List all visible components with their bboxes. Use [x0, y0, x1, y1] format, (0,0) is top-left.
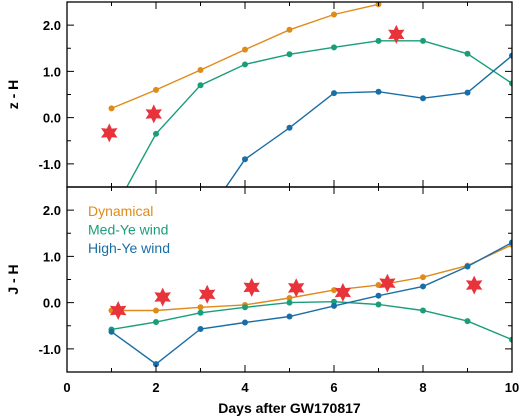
y-tick-label: 0.0 — [43, 296, 61, 311]
series-point-0-1 — [153, 307, 159, 314]
plot-area — [101, 2, 512, 227]
legend-entry-dynamical: Dynamical — [88, 203, 153, 219]
series-point-0-1 — [153, 86, 159, 93]
series-point-1-5 — [331, 44, 337, 51]
series-point-2-3 — [331, 90, 337, 97]
observation-star-0 — [101, 123, 118, 143]
series-point-2-3 — [242, 319, 248, 326]
series-point-1-4 — [286, 299, 293, 306]
series-line-0 — [111, 244, 512, 312]
legend: Dynamical Med-Ye wind High-Ye wind — [88, 203, 170, 256]
series-point-1-1 — [153, 130, 159, 137]
series-point-1-7 — [420, 307, 426, 314]
bottom-y-axis-label: J - H — [5, 264, 21, 294]
series-point-2-7 — [509, 52, 512, 59]
series-point-1-2 — [197, 309, 204, 316]
series-point-2-6 — [375, 292, 382, 299]
series-point-1-4 — [286, 51, 293, 58]
series-point-0-7 — [420, 274, 426, 281]
observation-star-7 — [465, 275, 483, 295]
plot-area — [108, 239, 512, 368]
series-point-1-2 — [197, 82, 204, 89]
series-point-1-6 — [375, 37, 382, 44]
observation-star-3 — [243, 277, 260, 297]
series-line-1 — [111, 300, 512, 341]
series-point-2-2 — [197, 325, 204, 332]
series-point-1-8 — [464, 318, 471, 325]
top-panel: -1.0 0.0 1.0 2.0 — [39, 1, 513, 227]
observation-star-6 — [379, 273, 396, 293]
x-tick-label: 6 — [330, 380, 337, 395]
x-tick-label: 2 — [152, 380, 159, 395]
y-tick-label: -1.0 — [39, 157, 61, 172]
y-tick-label: 0.0 — [43, 111, 61, 126]
series-point-1-8 — [464, 50, 471, 57]
series-point-0-5 — [331, 11, 337, 18]
series-point-1-1 — [153, 319, 159, 326]
legend-entry-high-ye-wind: High-Ye wind — [88, 240, 170, 256]
series-line-1 — [125, 40, 512, 187]
series-point-2-0 — [108, 328, 115, 335]
series-point-2-1 — [153, 361, 159, 368]
observation-star-1 — [145, 104, 162, 124]
y-tick-label: -1.0 — [39, 342, 61, 357]
series-point-1-9 — [509, 336, 512, 343]
series-point-2-6 — [464, 89, 471, 96]
series-point-2-8 — [464, 263, 471, 270]
series-point-2-5 — [331, 302, 337, 309]
series-point-2-7 — [420, 283, 426, 290]
series-point-2-2 — [286, 124, 293, 131]
series-point-2-9 — [509, 239, 512, 246]
series-point-0-2 — [197, 304, 204, 311]
series-point-2-4 — [286, 313, 293, 320]
observation-star-1 — [154, 287, 171, 307]
series-point-2-1 — [242, 156, 248, 163]
series-point-1-3 — [242, 304, 248, 311]
x-tick-label: 4 — [241, 380, 249, 395]
observation-star-2 — [388, 24, 405, 44]
observation-star-4 — [287, 278, 305, 298]
series-point-0-3 — [242, 46, 248, 53]
series-point-1-6 — [375, 301, 382, 308]
bottom-panel: -1.0 0.0 1.0 2.0 0 2 4 6 8 10 — [39, 186, 519, 395]
series-point-0-4 — [286, 295, 293, 301]
series-point-0-6 — [375, 282, 382, 289]
series-point-1-5 — [331, 298, 337, 305]
series-line-2 — [111, 241, 512, 365]
x-tick-label: 10 — [505, 380, 519, 395]
series-point-1-3 — [242, 61, 248, 68]
legend-entry-med-ye-wind: Med-Ye wind — [88, 222, 168, 238]
series-point-0-0 — [108, 105, 115, 112]
series-line-2 — [225, 55, 512, 187]
observation-star-5 — [334, 282, 352, 302]
series-point-2-5 — [420, 95, 426, 102]
x-tick-label: 0 — [63, 380, 70, 395]
y-tick-label: 1.0 — [43, 64, 61, 79]
series-point-2-4 — [375, 88, 382, 95]
top-y-axis-label: z - H — [5, 80, 21, 110]
x-axis-label: Days after GW170817 — [218, 400, 361, 416]
series-point-1-9 — [509, 80, 512, 87]
series-point-0-2 — [197, 66, 204, 73]
y-tick-label: 2.0 — [43, 203, 61, 218]
observation-star-2 — [198, 284, 216, 304]
y-tick-label: 2.0 — [43, 18, 61, 33]
series-point-2-0 — [198, 221, 204, 227]
x-tick-label: 8 — [419, 380, 426, 395]
series-point-1-7 — [420, 37, 426, 44]
series-point-0-4 — [286, 26, 293, 33]
observation-star-0 — [109, 301, 127, 320]
y-tick-label: 1.0 — [43, 249, 61, 264]
